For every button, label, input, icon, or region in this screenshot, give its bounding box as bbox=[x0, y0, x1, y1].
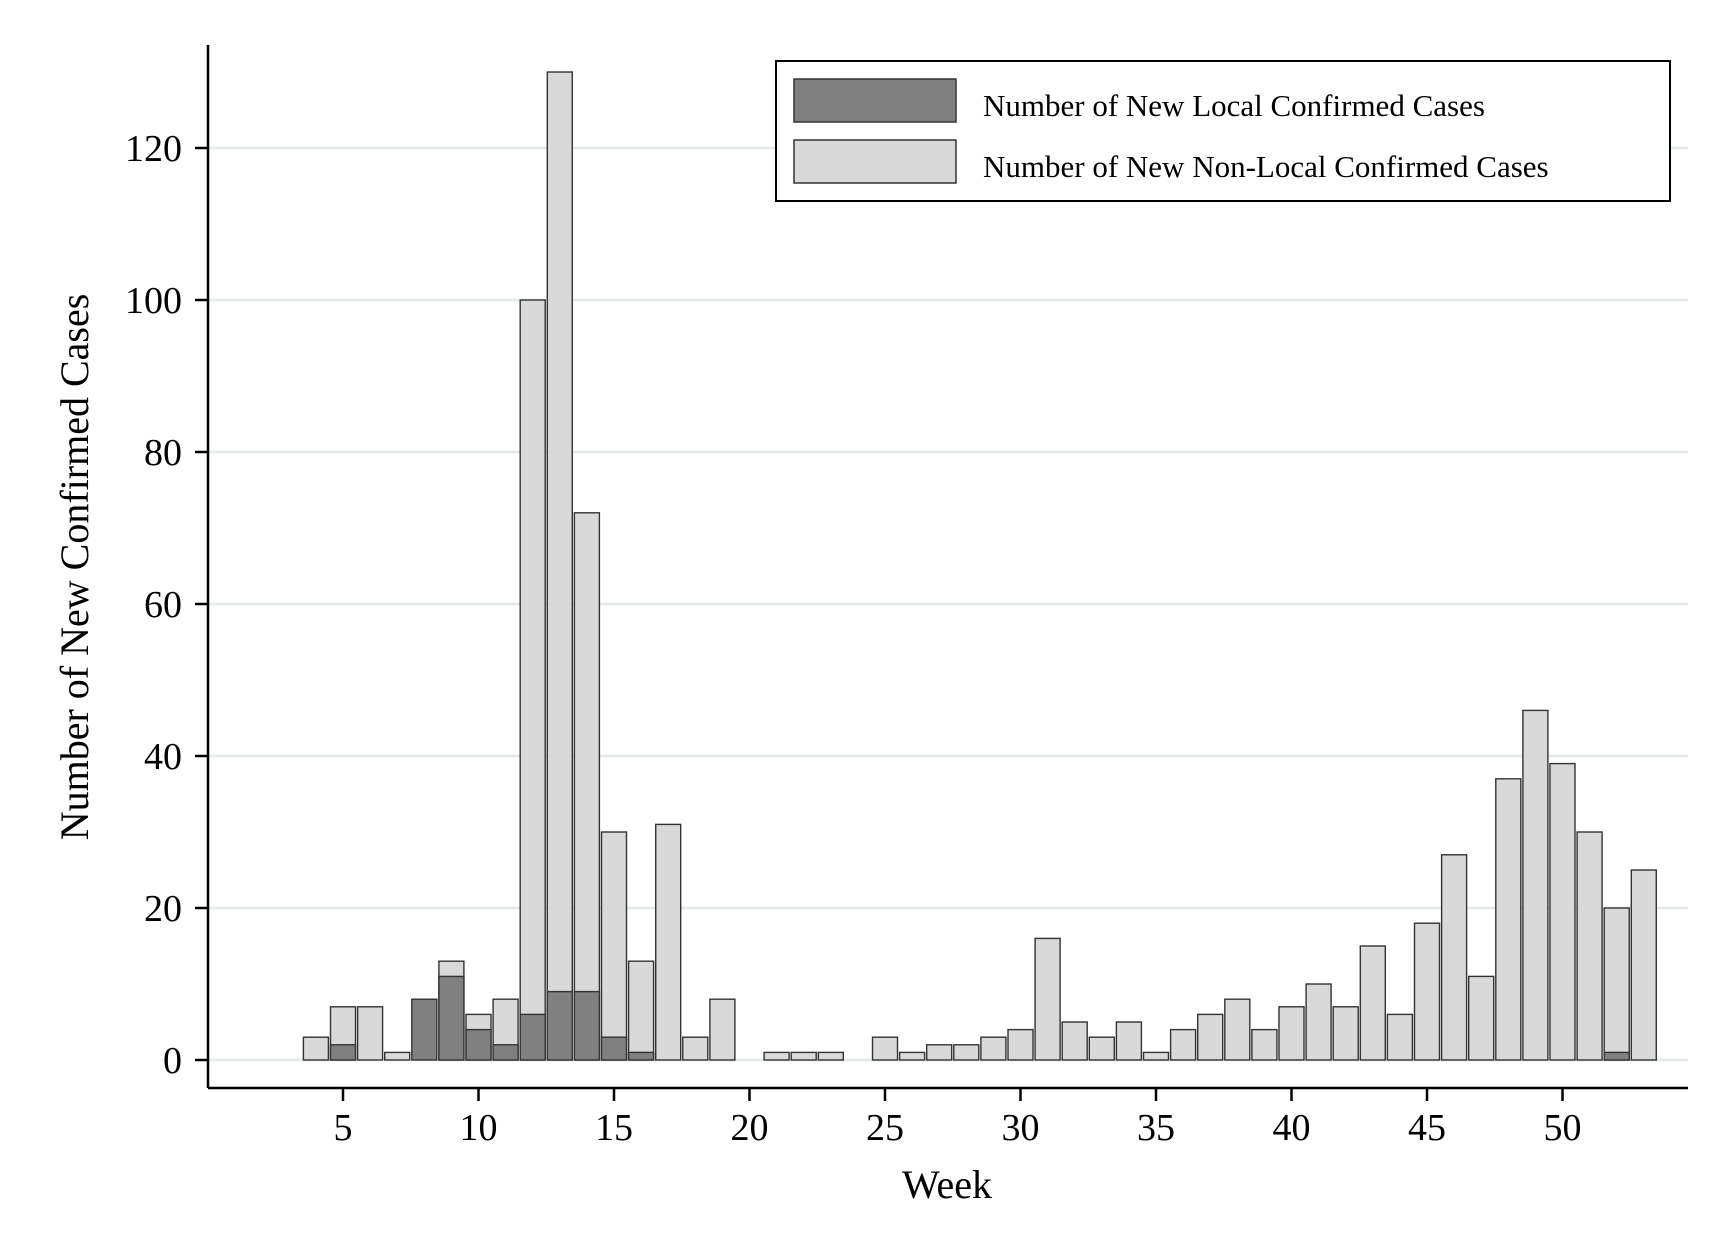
bar-non-local-week-31 bbox=[1034, 937, 1061, 1061]
bar-non-local-week-46 bbox=[1440, 854, 1468, 1061]
legend-label-local: Number of New Local Confirmed Cases bbox=[983, 88, 1485, 123]
bar-non-local-week-19 bbox=[709, 998, 736, 1061]
y-tick-label-120: 120 bbox=[125, 128, 182, 170]
bar-non-local-week-15 bbox=[600, 831, 628, 1061]
x-tick-label-25: 25 bbox=[866, 1107, 904, 1149]
bar-local-week-5 bbox=[329, 1044, 357, 1061]
bar-non-local-week-35 bbox=[1142, 1051, 1170, 1061]
bar-non-local-week-7 bbox=[384, 1051, 411, 1061]
x-tick-label-10: 10 bbox=[460, 1107, 498, 1149]
y-tick-label-20: 20 bbox=[144, 888, 182, 930]
bar-non-local-week-14 bbox=[573, 512, 601, 1061]
y-tick-label-60: 60 bbox=[144, 584, 182, 626]
bar-non-local-week-22 bbox=[790, 1051, 817, 1061]
x-axis-title: Week bbox=[902, 1162, 992, 1207]
bar-non-local-week-51 bbox=[1576, 831, 1603, 1061]
bar-local-week-14 bbox=[573, 990, 601, 1061]
bar-local-week-13 bbox=[546, 990, 573, 1061]
bar-non-local-week-6 bbox=[356, 1006, 384, 1061]
bar-local-week-15 bbox=[600, 1036, 628, 1061]
bar-non-local-week-23 bbox=[817, 1051, 844, 1061]
x-tick-label-30: 30 bbox=[1002, 1107, 1040, 1149]
y-tick-label-100: 100 bbox=[125, 280, 182, 322]
bar-non-local-week-33 bbox=[1088, 1036, 1116, 1061]
axes bbox=[206, 45, 1688, 1090]
bar-non-local-week-25 bbox=[871, 1036, 899, 1061]
bar-non-local-week-34 bbox=[1115, 1021, 1143, 1061]
bar-non-local-week-43 bbox=[1359, 945, 1387, 1061]
bar-local-week-8 bbox=[411, 998, 438, 1061]
bar-non-local-week-4 bbox=[302, 1036, 330, 1061]
bar-local-week-16 bbox=[627, 1051, 655, 1061]
bar-non-local-week-17 bbox=[655, 823, 682, 1061]
bar-non-local-week-28 bbox=[953, 1044, 980, 1061]
bar-non-local-week-26 bbox=[898, 1051, 926, 1061]
legend-label-non-local: Number of New Non-Local Confirmed Cases bbox=[983, 149, 1549, 184]
bar-non-local-week-30 bbox=[1007, 1028, 1034, 1061]
bar-non-local-week-49 bbox=[1522, 709, 1549, 1061]
bar-non-local-week-36 bbox=[1169, 1028, 1197, 1061]
x-axis-ticks: 5 10 15 20 25 30 35 40 45 50 bbox=[334, 1088, 1582, 1149]
bar-non-local-week-39 bbox=[1251, 1028, 1278, 1061]
bar-local-week-11 bbox=[492, 1044, 519, 1061]
bar-non-local-week-47 bbox=[1467, 975, 1495, 1061]
bars bbox=[302, 71, 1658, 1061]
bar-non-local-week-32 bbox=[1061, 1021, 1088, 1061]
bar-non-local-week-12 bbox=[519, 299, 546, 1061]
bar-non-local-week-53 bbox=[1630, 869, 1658, 1061]
y-axis-ticks: 0 20 40 60 80 100 120 bbox=[125, 128, 208, 1082]
bar-non-local-week-18 bbox=[682, 1036, 709, 1061]
bar-non-local-week-48 bbox=[1495, 778, 1522, 1061]
bar-local-week-10 bbox=[465, 1028, 492, 1061]
bar-non-local-week-45 bbox=[1413, 922, 1441, 1061]
legend-swatch-non-local bbox=[793, 139, 957, 184]
bar-local-week-52 bbox=[1603, 1051, 1630, 1061]
legend-swatch-local bbox=[793, 78, 957, 123]
bar-non-local-week-21 bbox=[763, 1051, 790, 1061]
y-axis-title: Number of New Confirmed Cases bbox=[52, 294, 97, 841]
bar-local-week-9 bbox=[438, 975, 465, 1061]
x-tick-label-35: 35 bbox=[1137, 1107, 1175, 1149]
x-tick-label-15: 15 bbox=[595, 1107, 633, 1149]
y-tick-label-40: 40 bbox=[144, 736, 182, 778]
bar-non-local-week-44 bbox=[1386, 1013, 1414, 1061]
bar-non-local-week-40 bbox=[1278, 1006, 1305, 1061]
legend: Number of New Local Confirmed Cases Numb… bbox=[775, 60, 1671, 202]
x-tick-label-20: 20 bbox=[731, 1107, 769, 1149]
bar-non-local-week-42 bbox=[1332, 1006, 1359, 1061]
x-tick-label-5: 5 bbox=[334, 1107, 353, 1149]
bar-non-local-week-38 bbox=[1224, 998, 1251, 1061]
bar-non-local-week-29 bbox=[980, 1036, 1007, 1061]
x-tick-label-45: 45 bbox=[1408, 1107, 1446, 1149]
bar-non-local-week-13 bbox=[546, 71, 573, 1061]
x-tick-label-40: 40 bbox=[1273, 1107, 1311, 1149]
y-tick-label-80: 80 bbox=[144, 432, 182, 474]
bar-non-local-week-50 bbox=[1549, 762, 1576, 1061]
bar-non-local-week-27 bbox=[926, 1044, 953, 1061]
bar-non-local-week-16 bbox=[627, 960, 655, 1061]
bar-local-week-12 bbox=[519, 1013, 546, 1061]
bar-non-local-week-52 bbox=[1603, 907, 1630, 1061]
y-tick-label-0: 0 bbox=[163, 1040, 182, 1082]
bar-non-local-week-37 bbox=[1196, 1013, 1224, 1061]
x-tick-label-50: 50 bbox=[1544, 1107, 1582, 1149]
bar-non-local-week-41 bbox=[1305, 983, 1332, 1061]
